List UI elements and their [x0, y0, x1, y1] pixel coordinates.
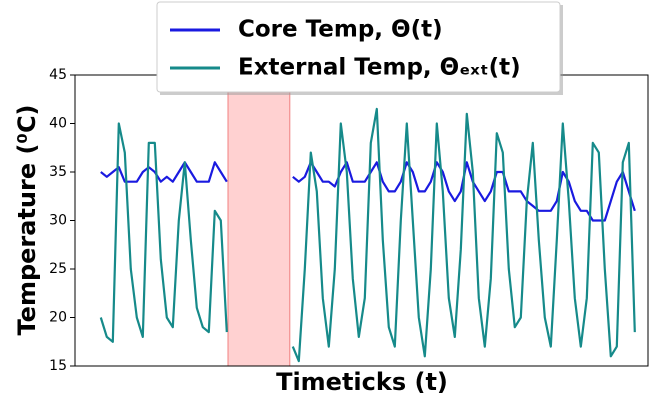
y-tick-label: 45	[49, 67, 67, 83]
y-tick-label: 20	[49, 310, 67, 326]
legend-box	[156, 1, 561, 93]
y-tick-label: 25	[49, 261, 67, 277]
shaded-region	[227, 74, 291, 367]
y-tick-label: 35	[49, 164, 67, 180]
legend: Core Temp, Θ(t) External Temp, Θₑₓₜ(t)	[156, 1, 563, 95]
y-tick-label: 30	[49, 213, 67, 229]
y-tick-label: 15	[49, 358, 67, 374]
y-tick-label: 40	[49, 116, 67, 132]
x-axis-label: Timeticks (t)	[276, 368, 448, 396]
line-series	[99, 107, 636, 363]
y-axis-label: Temperature (⁰C)	[13, 104, 41, 335]
legend-label: Core Temp, Θ(t)	[238, 17, 443, 43]
legend-label: External Temp, Θₑₓₜ(t)	[238, 55, 521, 81]
